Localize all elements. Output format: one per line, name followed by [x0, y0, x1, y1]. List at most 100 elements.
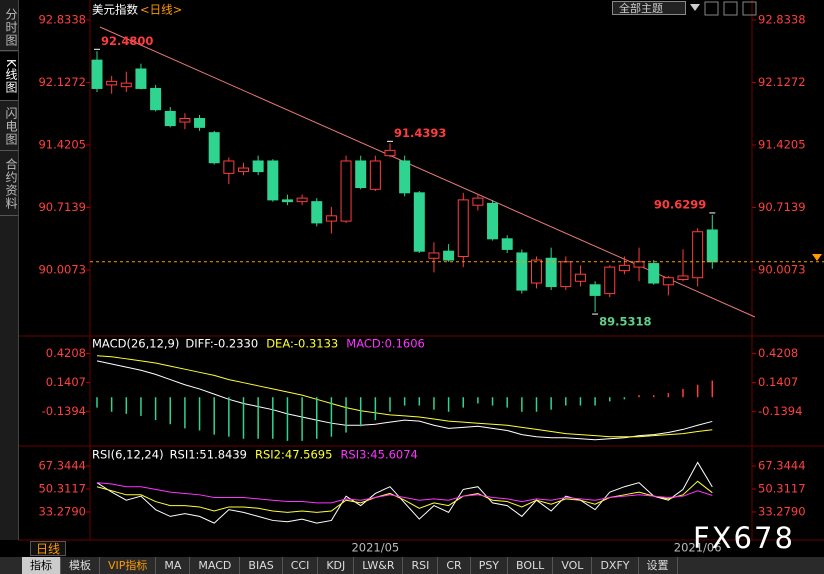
toolbar-tab[interactable]: BIAS [240, 557, 283, 574]
candle-body [457, 199, 469, 257]
y-tick-label: 92.8338 [758, 13, 806, 27]
chart-subtitle: <日线> [140, 3, 182, 17]
period-label[interactable]: 日线 [30, 541, 66, 556]
toolbar-tab[interactable]: VOL [553, 557, 593, 574]
tool-icon[interactable] [704, 1, 719, 16]
candle-body [340, 160, 352, 222]
sidebar-tab[interactable]: 闪电图 [0, 102, 18, 151]
candle-body [428, 252, 440, 259]
candle-body [150, 87, 162, 111]
toolbar-tab[interactable]: MA [156, 557, 191, 574]
y-tick-label: -0.1394 [758, 404, 802, 418]
indicator-line [96, 360, 713, 441]
candle-body [252, 160, 264, 173]
tool-icon[interactable] [723, 1, 738, 16]
tool-icon[interactable] [742, 1, 757, 16]
toolbar-tab[interactable]: 模板 [61, 557, 100, 574]
y-tick-label: 91.4205 [758, 138, 806, 152]
toolbar-tab[interactable]: LW&R [354, 557, 404, 574]
toolbar-tab[interactable]: VIP指标 [100, 557, 157, 574]
y-tick-label: 67.3444 [38, 459, 86, 473]
candle-body [238, 167, 249, 173]
extreme-label: 91.4393 [394, 126, 446, 140]
candle-body [692, 231, 704, 279]
candle-body [223, 160, 235, 174]
toolbar-tab[interactable]: CCI [283, 557, 319, 574]
chart-title: 美元指数 [92, 3, 138, 17]
panel-title: RSI(6,12,24) [92, 448, 164, 462]
toolbar-tab[interactable]: CR [438, 557, 471, 574]
y-tick-label: 91.4205 [38, 138, 86, 152]
candle-body [501, 238, 513, 250]
sidebar-tab[interactable]: K线图 [0, 52, 18, 101]
candle-body [589, 284, 601, 296]
candle-body [604, 266, 616, 295]
candle-body [472, 197, 484, 206]
candle-body [516, 252, 528, 291]
toolbar-tab[interactable]: MACD [190, 557, 241, 574]
toolbar-tab[interactable]: 指标 [22, 557, 61, 574]
toolbar-tab[interactable]: 设置 [639, 557, 678, 574]
y-tick-label: 67.3444 [758, 459, 806, 473]
legend-entry: RSI3:45.6074 [340, 448, 417, 462]
sidebar-tab[interactable]: 分时图 [0, 4, 18, 51]
toolbar-tab[interactable]: KDJ [318, 557, 355, 574]
candle-body [560, 261, 572, 288]
legend-entry: DEA:-0.3133 [266, 337, 338, 351]
y-tick-label: 50.3117 [38, 481, 86, 495]
y-tick-label: 33.2790 [38, 504, 86, 518]
candle-body [443, 250, 455, 261]
indicator-line [96, 461, 713, 524]
legend-entry: DIFF:-0.2330 [185, 337, 258, 351]
y-tick-label: 0.4208 [758, 346, 798, 360]
y-tick-label: 90.7139 [758, 200, 806, 214]
candle-body [120, 82, 132, 88]
candle-body [355, 160, 367, 189]
candle-body [267, 160, 279, 201]
candle-body [677, 275, 689, 280]
indicator-line [96, 355, 713, 438]
y-tick-label: 90.0073 [38, 262, 86, 276]
candle-body [399, 160, 411, 194]
legend-entry: RSI2:47.5695 [255, 448, 332, 462]
theme-menu[interactable]: 全部主题 [612, 1, 686, 15]
candle-body [706, 229, 718, 263]
candle-body [545, 257, 557, 288]
candle-body [164, 110, 176, 127]
toolbar: 指标 模板 VIP指标 MA MACD BIAS CCI KDJ LW&R RSI CR PSY BOL… [0, 557, 824, 574]
toolbar-tab[interactable]: PSY [471, 557, 509, 574]
y-tick-label: 92.8338 [38, 13, 86, 27]
candle-body [311, 201, 323, 224]
candle-body [106, 80, 118, 86]
y-tick-label: 90.7139 [38, 200, 86, 214]
x-tick-label: 2021/05 [351, 541, 399, 555]
toolbar-tab[interactable]: RSI [403, 557, 439, 574]
candle-body [91, 59, 103, 89]
y-tick-label: 50.3117 [758, 481, 806, 495]
candle-body [325, 215, 337, 222]
panel-title: MACD(26,12,9) [92, 337, 179, 351]
toolbar-tab[interactable]: BOLL [508, 557, 554, 574]
candle-body [662, 277, 674, 286]
candle-body [648, 263, 660, 284]
candle-body [179, 118, 191, 123]
sidebar: 分时图 K线图 闪电图 合约资料 [0, 0, 19, 540]
legend-entry: MACD:0.1606 [346, 337, 425, 351]
y-tick-label: 0.1407 [758, 375, 798, 389]
candle-body [135, 68, 147, 89]
candle-body [633, 261, 645, 268]
candle-body [618, 264, 630, 272]
toolbar-tab[interactable]: DXFY [592, 557, 639, 574]
candle-body [208, 132, 220, 164]
y-tick-label: 90.0073 [758, 262, 806, 276]
candle-body [194, 118, 206, 128]
indicator-line [96, 482, 713, 504]
candle-body [384, 149, 396, 157]
y-tick-label: 0.4208 [46, 346, 86, 360]
y-tick-label: 33.2790 [758, 504, 806, 518]
sidebar-tab[interactable]: 合约资料 [0, 153, 18, 216]
y-tick-label: -0.1394 [42, 404, 86, 418]
menu-arrow [690, 4, 700, 11]
y-tick-label: 0.1407 [46, 375, 86, 389]
